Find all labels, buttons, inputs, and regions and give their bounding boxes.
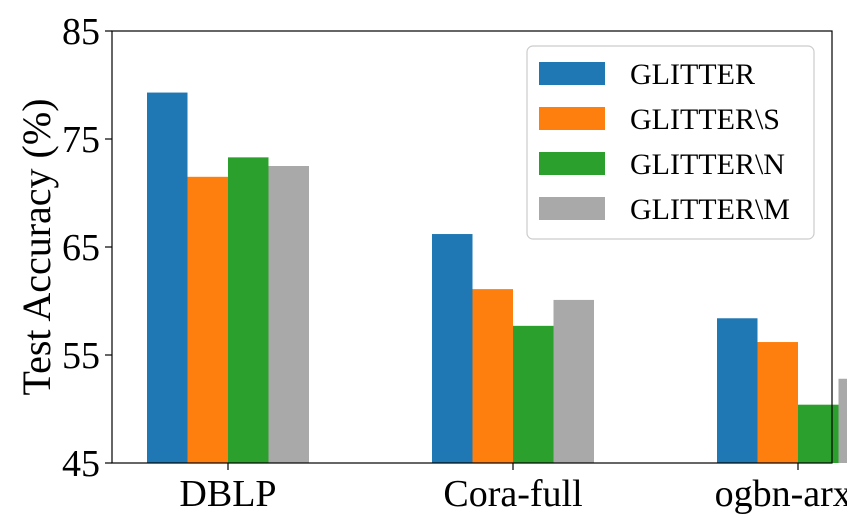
legend-swatch-3: [539, 152, 605, 175]
y-axis: 45 55 65 75 85: [62, 11, 112, 485]
bars-group: [147, 92, 847, 464]
y-tick-label: 65: [62, 227, 100, 269]
y-tick-label: 55: [62, 335, 100, 377]
legend-label-2: GLITTER\S: [630, 103, 780, 136]
bar-cora-full-series-2: [472, 289, 513, 463]
bar-ogbn-arxiv-series-2: [757, 342, 798, 463]
legend-swatch-1: [539, 62, 605, 85]
legend-frame: [526, 45, 815, 240]
legend: GLITTER GLITTER\S GLITTER\N GLITTER\M: [526, 45, 815, 240]
bar-cora-full-series-1: [432, 234, 473, 463]
legend-swatch-4: [539, 197, 605, 220]
y-tick-label: 75: [62, 119, 100, 161]
bar-cora-full-series-4: [553, 299, 594, 463]
x-tick-label: ogbn-arxiv: [715, 473, 847, 515]
bar-ogbn-arxiv-series-4: [838, 378, 847, 463]
legend-swatch-2: [539, 107, 605, 130]
legend-label-4: GLITTER\M: [630, 193, 790, 226]
bar-ogbn-arxiv-series-1: [717, 318, 758, 463]
x-tick-label: DBLP: [179, 473, 276, 515]
bar-dblp-series-3: [228, 157, 269, 464]
legend-label-3: GLITTER\N: [630, 148, 785, 181]
bar-dblp-series-1: [147, 92, 188, 463]
bar-dblp-series-4: [268, 166, 309, 463]
x-axis: DBLP Cora-full ogbn-arxiv: [179, 463, 847, 515]
y-tick-label: 45: [62, 443, 100, 485]
y-axis-label: Test Accuracy (%): [14, 98, 59, 395]
bar-cora-full-series-3: [513, 325, 554, 463]
bar-dblp-series-2: [187, 176, 228, 464]
y-tick-label: 85: [62, 11, 100, 53]
legend-label-1: GLITTER: [630, 58, 755, 91]
x-tick-label: Cora-full: [443, 473, 582, 515]
